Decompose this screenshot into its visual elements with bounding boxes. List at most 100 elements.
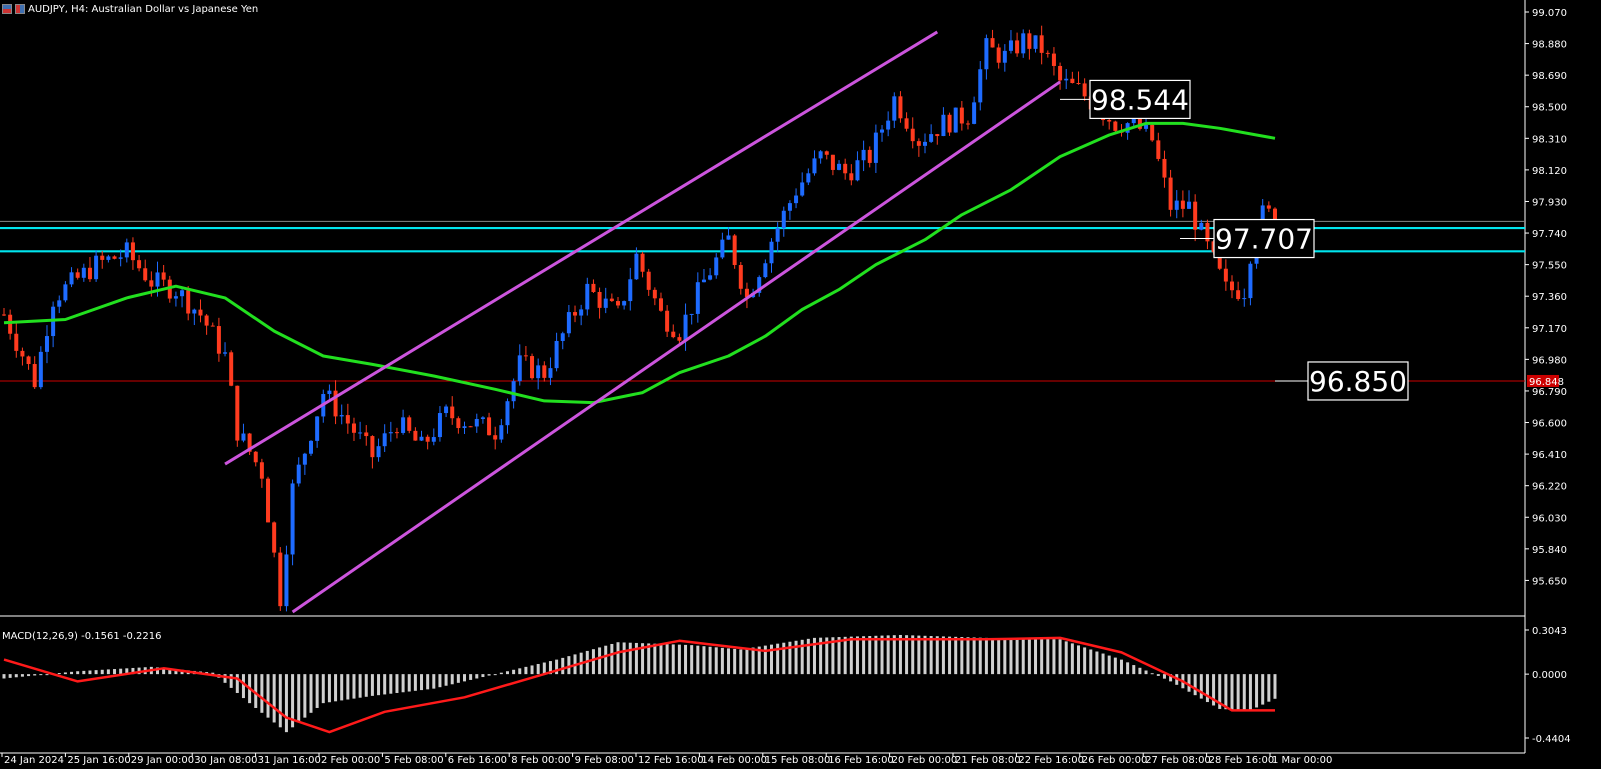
macd-histogram-bar	[352, 674, 356, 699]
candle-body	[223, 352, 228, 354]
candle-body	[965, 123, 970, 125]
candle-body	[94, 255, 99, 280]
level-labels: 98.544 97.707 96.850	[1060, 79, 1409, 401]
macd-histogram-bar	[948, 636, 952, 675]
candle-body	[1162, 158, 1167, 178]
candle-body	[437, 413, 442, 438]
candle-body	[124, 242, 129, 258]
candle-body	[456, 418, 461, 429]
uptrend-channel	[224, 30, 1061, 614]
candle-body	[1051, 53, 1056, 66]
x-tick-label: 12 Feb 16:00	[638, 755, 704, 766]
macd-histogram-bar	[1015, 638, 1019, 675]
macd-histogram-bar	[991, 637, 995, 675]
candle-body	[1236, 290, 1241, 299]
candle-body	[87, 267, 92, 280]
candle-body	[8, 314, 13, 334]
candle-body	[1131, 115, 1136, 124]
candle-body	[505, 401, 510, 426]
candle-body	[548, 368, 553, 378]
candle-body	[849, 173, 854, 181]
macd-histogram-bar	[438, 674, 442, 688]
candle-body	[14, 333, 19, 351]
candle-body	[419, 436, 424, 441]
candle-body	[898, 96, 903, 119]
candle-body	[75, 272, 80, 278]
y-tick-label: 98.310	[1532, 134, 1567, 145]
macd-histogram-bar	[763, 645, 767, 675]
macd-histogram-bar	[941, 636, 945, 675]
candle-body	[1205, 222, 1210, 242]
candle-body	[708, 275, 713, 280]
candle-body	[1180, 200, 1185, 209]
candle-body	[1168, 177, 1173, 210]
x-tick-label: 16 Feb 16:00	[828, 755, 894, 766]
channel-upper-line	[224, 30, 939, 466]
macd-histogram-bar	[475, 674, 479, 679]
macd-histogram-bar	[512, 669, 516, 675]
macd-histogram-bar	[702, 646, 706, 675]
macd-histogram-bar	[1248, 674, 1252, 711]
candle-body	[487, 417, 492, 436]
candle-body	[1008, 40, 1013, 51]
macd-histogram-bar	[340, 674, 344, 701]
macd-histogram-bar	[745, 648, 749, 675]
candle-body	[542, 365, 547, 378]
macd-histogram-bar	[94, 670, 98, 675]
candle-body	[118, 257, 123, 259]
x-tick-label: 29 Jan 00:00	[131, 755, 194, 766]
macd-histogram-bar	[837, 637, 841, 675]
candle-body	[837, 163, 842, 170]
candle-body	[499, 425, 504, 440]
candle-body	[493, 435, 498, 440]
macd-histogram-bar	[714, 647, 718, 675]
macd-histogram-bar	[1224, 674, 1228, 710]
candle-body	[388, 432, 393, 434]
candle-body	[695, 282, 700, 314]
macd-histogram-bar	[960, 637, 964, 675]
candle-body	[309, 440, 313, 454]
x-tick-label: 21 Feb 08:00	[955, 755, 1021, 766]
candle-body	[462, 426, 467, 429]
y-tick-label: 98.500	[1532, 103, 1567, 114]
candle-body	[622, 301, 627, 306]
macd-histogram-bar	[1034, 638, 1038, 675]
macd-histogram-bar	[456, 674, 460, 683]
candle-body	[990, 38, 995, 48]
x-tick-label: 1 Mar 00:00	[1272, 755, 1332, 766]
macd-histogram-bar	[561, 657, 565, 675]
macd-histogram-bar	[1052, 639, 1056, 675]
candle-body	[1144, 124, 1149, 129]
candle-body	[732, 235, 737, 266]
candle-body	[1058, 65, 1063, 81]
candle-body	[1217, 252, 1222, 269]
macd-histogram-bar	[241, 674, 245, 699]
candle-body	[665, 310, 670, 332]
level-label: 96.850	[1309, 365, 1407, 398]
chart-window-icon[interactable]	[2, 4, 12, 14]
macd-histogram-bar	[978, 637, 982, 675]
candle-body	[192, 309, 197, 314]
macd-histogram-bar	[708, 646, 712, 675]
candle-body	[315, 416, 320, 441]
macd-histogram-bar	[481, 674, 485, 678]
candle-body	[726, 235, 731, 240]
macd-histogram-bar	[2, 674, 6, 679]
macd-histogram-bar	[1009, 638, 1013, 675]
macd-histogram-bar	[383, 674, 387, 695]
macd-histogram-bar	[684, 644, 688, 675]
macd-histogram-bar	[665, 644, 669, 675]
candle-body	[468, 426, 473, 428]
candles	[2, 25, 1277, 612]
macd-histogram-bar	[20, 674, 24, 677]
macd-histogram-bar	[27, 674, 31, 677]
macd-histogram-bar	[591, 649, 595, 675]
macd-histogram-bar	[407, 674, 411, 692]
macd-histogram-bar	[1119, 659, 1123, 675]
y-tick-label: 98.690	[1532, 71, 1567, 82]
macd-histogram-bar	[1003, 638, 1007, 675]
candle-body	[1113, 121, 1118, 131]
candle-body	[603, 298, 608, 308]
y-tick-label: 97.550	[1532, 261, 1567, 272]
macd-histogram-bar	[751, 647, 755, 675]
